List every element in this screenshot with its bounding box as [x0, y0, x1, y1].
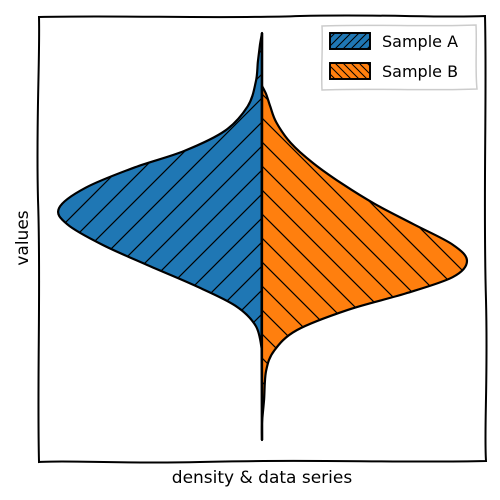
legend-swatch-hatch-sample-b [329, 62, 371, 80]
legend-label-sample-a: Sample A [382, 32, 458, 51]
plot-frame [36, 14, 488, 464]
x-axis-label: density & data series [172, 468, 353, 488]
legend-item-sample-b: Sample B [329, 62, 458, 81]
violin-hatch-sample-b [260, 84, 469, 442]
legend: Sample A Sample B [320, 24, 478, 91]
violins-group [56, 31, 469, 442]
legend-label-sample-b: Sample B [382, 62, 458, 81]
legend-item-sample-a: Sample A [329, 32, 458, 51]
y-axis-label: values [13, 210, 33, 265]
violin-hatch-sample-a [56, 31, 264, 352]
violin-center-line [260, 32, 264, 441]
legend-swatch-hatch-sample-a [329, 32, 371, 50]
